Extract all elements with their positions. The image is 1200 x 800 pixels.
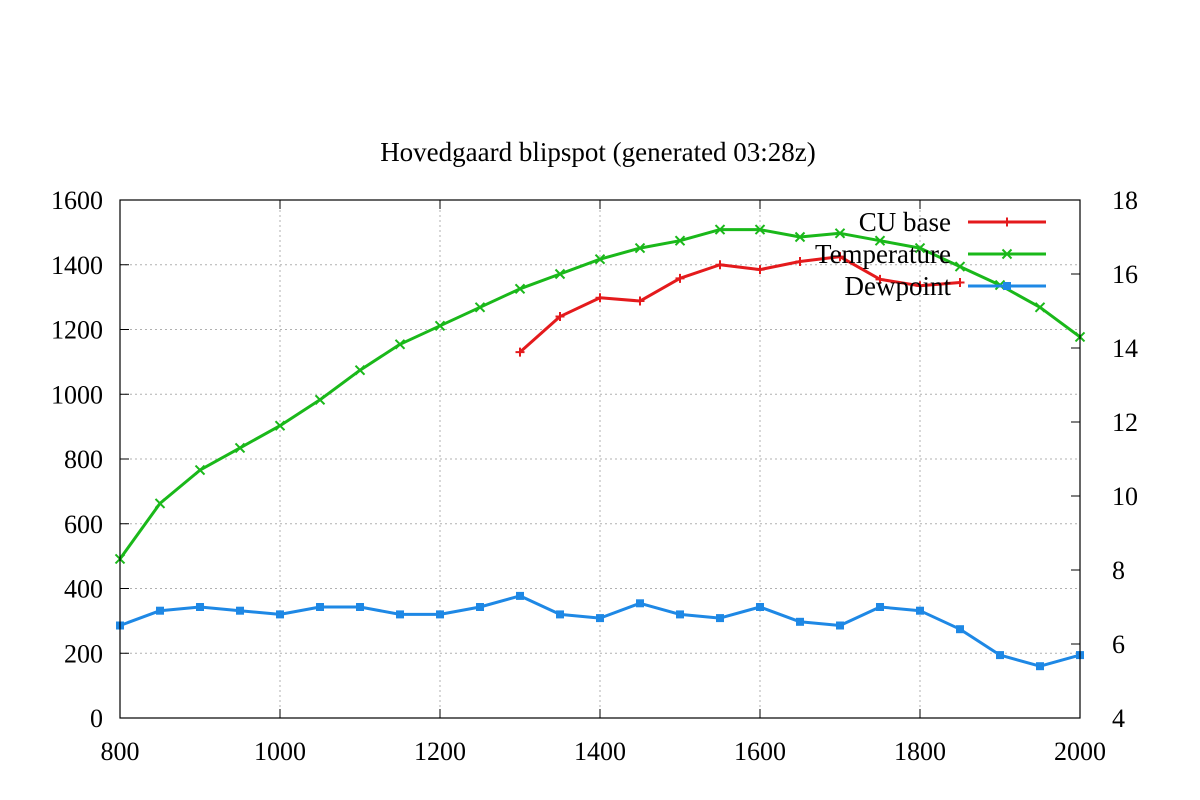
legend-label-cu-base: CU base (859, 207, 951, 237)
x-tick-label: 1400 (574, 737, 626, 766)
data-point-dewpoint (476, 603, 484, 611)
data-point-cu-base (675, 273, 685, 283)
grid (120, 200, 1080, 718)
data-point-dewpoint (396, 610, 404, 619)
data-point-dewpoint (156, 606, 164, 615)
data-point-dewpoint (196, 603, 204, 611)
data-point-dewpoint (836, 621, 844, 630)
data-point-dewpoint (876, 603, 884, 611)
y-tick-label: 800 (64, 445, 103, 474)
data-point-temperature (634, 242, 646, 254)
legend-label-temperature: Temperature (815, 239, 951, 269)
data-point-cu-base (715, 260, 725, 270)
data-point-cu-base (635, 296, 645, 306)
x-tick-label: 1200 (414, 737, 466, 766)
data-point-temperature (234, 442, 246, 454)
y-tick-label: 1000 (51, 380, 103, 409)
data-point-cu-base (915, 281, 925, 291)
data-point-dewpoint (716, 614, 724, 623)
data-point-dewpoint (556, 610, 564, 619)
data-point-cu-base (595, 293, 605, 303)
legend-marker-temperature (1001, 248, 1013, 260)
data-point-dewpoint (676, 610, 684, 619)
y-tick-label: 200 (64, 639, 103, 668)
data-point-temperature (754, 224, 766, 235)
data-point-cu-base (955, 278, 965, 288)
data-point-dewpoint (636, 599, 644, 608)
data-point-temperature (434, 320, 446, 332)
series-line-cu-base (519, 255, 961, 354)
data-point-temperature (914, 242, 926, 254)
data-point-cu-base (875, 274, 885, 284)
legend-marker-dewpoint (1003, 282, 1011, 290)
legend-marker-cu-base (1002, 217, 1012, 227)
data-point-temperature (874, 235, 886, 246)
data-point-dewpoint (756, 603, 764, 611)
y-tick-label: 1400 (51, 251, 103, 280)
data-point-temperature (554, 268, 566, 280)
y2-tick-label: 4 (1112, 704, 1125, 733)
x-tick-label: 2000 (1054, 737, 1106, 766)
x-tick-label: 1000 (254, 737, 306, 766)
data-point-dewpoint (996, 651, 1004, 660)
y-tick-label: 400 (64, 575, 103, 604)
data-point-dewpoint (796, 617, 804, 626)
y2-tick-label: 12 (1112, 408, 1138, 437)
data-point-dewpoint (516, 591, 524, 600)
data-point-temperature (314, 394, 326, 406)
data-point-temperature (274, 420, 286, 431)
data-point-temperature (194, 464, 206, 476)
data-point-dewpoint (276, 610, 284, 619)
legend-label-dewpoint: Dewpoint (845, 271, 952, 301)
data-point-cu-base (555, 312, 565, 322)
data-point-cu-base (795, 257, 805, 267)
data-point-dewpoint (596, 614, 604, 623)
data-point-cu-base (755, 265, 765, 275)
data-point-dewpoint (236, 606, 244, 615)
y-tick-label: 1600 (51, 186, 103, 215)
data-point-temperature (674, 235, 686, 246)
y-tick-label: 1200 (51, 316, 103, 345)
data-point-temperature (1034, 302, 1046, 313)
y2-tick-label: 18 (1112, 186, 1138, 215)
data-point-temperature (594, 253, 606, 265)
data-point-temperature (514, 283, 526, 295)
x-tick-label: 800 (101, 737, 140, 766)
data-point-temperature (394, 339, 406, 350)
y2-tick-label: 6 (1112, 630, 1125, 659)
data-point-dewpoint (316, 603, 324, 611)
y-tick-label: 600 (64, 510, 103, 539)
data-point-temperature (714, 224, 726, 235)
data-point-temperature (474, 302, 486, 313)
data-point-dewpoint (436, 610, 444, 619)
data-point-temperature (154, 498, 166, 509)
y2-tick-label: 10 (1112, 482, 1138, 511)
y-tick-label: 0 (90, 704, 103, 733)
x-tick-label: 1600 (734, 737, 786, 766)
data-point-temperature (954, 261, 966, 272)
data-point-dewpoint (916, 606, 924, 615)
data-point-temperature (834, 228, 846, 239)
data-point-cu-base (835, 252, 845, 262)
data-point-temperature (354, 364, 366, 376)
chart-title: Hovedgaard blipspot (generated 03:28z) (380, 137, 816, 167)
y2-tick-label: 14 (1112, 334, 1138, 363)
data-point-dewpoint (1036, 662, 1044, 671)
data-point-dewpoint (356, 603, 364, 611)
series-cu-base (515, 252, 965, 357)
y2-tick-label: 16 (1112, 260, 1138, 289)
y2-tick-label: 8 (1112, 556, 1125, 585)
axes: 800 1000 1200 1400 1600 1800 2000 0 200 400 600 800… (51, 186, 1138, 766)
data-point-dewpoint (956, 625, 964, 634)
x-tick-label: 1800 (894, 737, 946, 766)
data-point-cu-base (515, 347, 525, 357)
data-point-temperature (794, 231, 806, 243)
